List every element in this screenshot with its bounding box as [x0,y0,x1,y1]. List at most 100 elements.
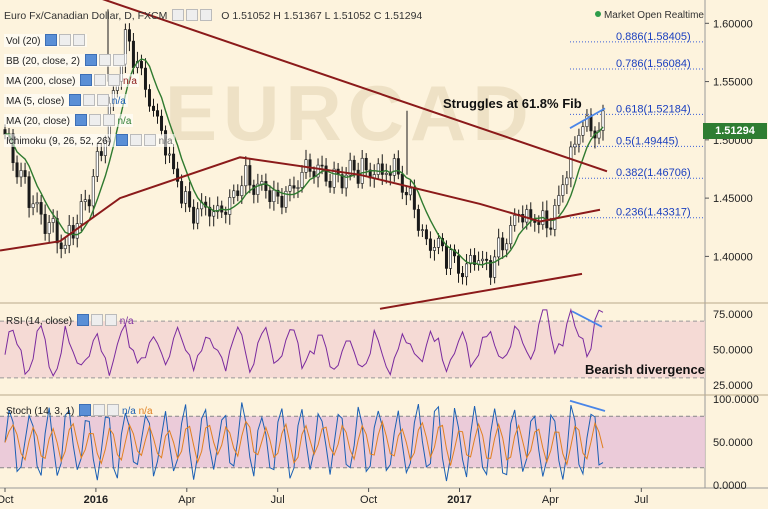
bear-candle [501,237,505,251]
bull-candle [300,172,304,188]
fib-level-label: 0.618(1.52184) [616,103,691,115]
settings-icon[interactable] [90,314,103,326]
bear-candle [324,165,328,182]
indicator-vol[interactable]: Vol (20) [4,34,88,47]
indicator-value: n/a [158,136,173,147]
close-icon[interactable] [112,54,125,66]
time-tick-label: 2017 [447,494,471,506]
eye-icon[interactable] [45,34,58,46]
stoch-tick-label: 100.0000 [713,394,759,406]
bear-candle [280,195,284,208]
indicator-bb[interactable]: BB (20, close, 2) [4,54,127,67]
eye-icon[interactable] [69,94,82,106]
rsi-legend[interactable]: RSI (14, close) n/a [4,314,136,327]
bear-candle [352,159,356,171]
close-icon[interactable] [143,134,156,146]
bull-candle [565,177,569,186]
close-icon[interactable] [108,74,121,86]
annotation-divergence-text: Bearish divergence [585,362,705,377]
bear-candle [180,181,184,204]
eye-icon[interactable] [74,114,87,126]
settings-icon[interactable] [186,9,199,21]
settings-icon[interactable] [59,34,72,46]
rsi-line [4,307,604,377]
settings-icon[interactable] [94,74,107,86]
close-icon[interactable] [200,9,213,21]
bear-candle [340,174,344,189]
indicator-ichimoku[interactable]: Ichimoku (9, 26, 52, 26) n/a [4,134,175,147]
settings-icon[interactable] [98,54,111,66]
stoch-k-line [4,402,604,482]
market-status-text: Market Open Realtime [603,10,704,21]
bull-candle [360,157,364,184]
bull-candle [569,146,573,179]
close-icon[interactable] [107,404,120,416]
stoch-k-value: n/a [121,406,136,417]
bull-candle [184,191,188,204]
bear-candle [416,209,420,231]
eye-icon[interactable] [115,134,128,146]
time-tick-label: Apr [178,494,195,506]
time-tick-label: Jul [634,494,648,506]
bull-candle [79,201,83,224]
bear-candle [131,40,135,68]
eye-toggle-icon[interactable] [172,9,185,21]
settings-icon[interactable] [88,114,101,126]
settings-icon[interactable] [83,94,96,106]
bull-candle [240,185,244,196]
fib-level-label: 0.786(1.56084) [616,58,691,70]
bull-candle [384,173,388,175]
bull-candle [168,153,172,156]
rsi-tick-label: 25.0000 [713,380,753,392]
bull-candle [63,244,67,250]
stoch-legend[interactable]: Stoch (14, 3, 1) n/a n/a [4,404,155,417]
bear-candle [156,110,160,117]
close-icon[interactable] [97,94,110,106]
bear-candle [489,260,493,278]
bear-candle [428,238,432,251]
eye-icon[interactable] [79,404,92,416]
bull-candle [332,168,336,188]
bear-candle [529,209,533,220]
indicator-ma20[interactable]: MA (20, close) n/a [4,114,134,127]
eye-icon[interactable] [84,54,97,66]
bull-candle [573,143,577,148]
bear-candle [328,180,332,188]
bear-candle [380,163,384,175]
close-icon[interactable] [104,314,117,326]
eye-icon[interactable] [80,74,93,86]
stoch-band [0,416,705,468]
bear-candle [537,222,541,225]
close-icon[interactable] [73,34,86,46]
eye-icon[interactable] [76,314,89,326]
ma200-line [0,156,601,252]
bull-candle [19,170,23,178]
bull-candle [497,237,501,258]
bear-candle [176,168,180,182]
indicator-ma200[interactable]: MA (200, close) n/a [4,74,139,87]
bull-candle [420,229,424,231]
bull-candle [597,130,601,139]
ohlc-readout: O 1.51052 H 1.51367 L 1.51052 C 1.51294 [221,10,423,22]
settings-icon[interactable] [129,134,142,146]
indicator-ma5[interactable]: MA (5, close) n/a [4,94,128,107]
bear-candle [55,218,59,244]
bear-candle [388,173,392,176]
current-price-label: 1.51294 [703,123,767,139]
indicator-label: MA (5, close) [6,96,65,107]
bear-candle [11,133,15,164]
indicator-value: n/a [123,76,137,87]
settings-icon[interactable] [93,404,106,416]
close-icon[interactable] [102,114,115,126]
time-tick-label: Apr [542,494,559,506]
bear-candle [160,115,164,131]
bull-candle [408,187,412,196]
bull-candle [513,215,517,226]
fib-level-label: 0.886(1.58405) [616,31,691,43]
bull-candle [35,202,39,205]
price-tick-label: 1.40000 [713,251,753,263]
bear-candle [147,89,151,107]
bull-candle [288,185,292,192]
bear-candle [236,190,240,196]
